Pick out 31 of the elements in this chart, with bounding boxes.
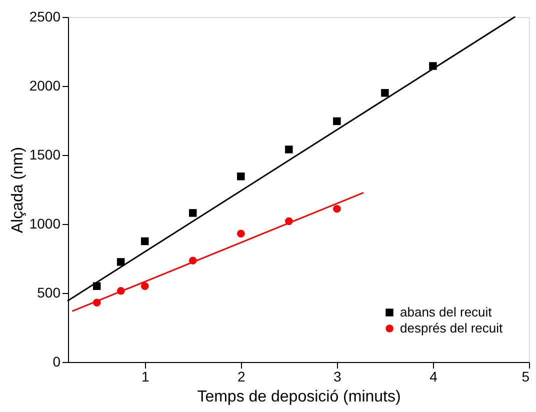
point [92,298,101,307]
point [381,89,389,97]
x-tick-label: 5 [522,368,530,384]
point [140,237,149,246]
legend-label: abans del recuit [400,304,492,320]
y-axis-title: Alçada (nm) [9,146,26,234]
y-tick-label: 2000 [29,78,61,94]
point [429,62,437,70]
x-tick-label: 4 [430,368,438,384]
y-tick-label: 1000 [29,216,61,232]
point [237,230,245,238]
point [188,256,197,264]
point [92,282,101,290]
y-tick-label: 500 [37,284,61,300]
point [333,117,341,126]
x-axis-title: Temps de deposició (minuts) [197,388,401,406]
legend-label: després del recuit [400,320,503,336]
point [237,172,245,180]
point [285,217,293,226]
y-tick-label: 0 [52,354,61,370]
y-tick-label: 1500 [29,146,61,162]
x-tick-label: 2 [237,368,246,384]
point [116,287,125,295]
x-tick-label: 1 [141,368,150,384]
point [188,209,197,217]
y-tick-label: 2500 [29,8,61,24]
point [116,258,125,266]
x-tick-label: 3 [334,368,342,384]
point [140,282,149,290]
point [285,146,293,154]
point [333,204,341,213]
